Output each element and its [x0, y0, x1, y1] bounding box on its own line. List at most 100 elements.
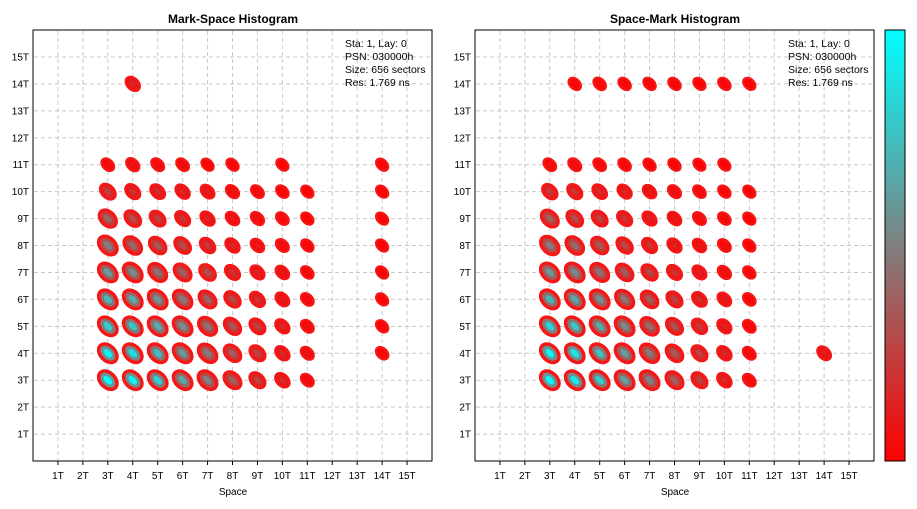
mark-space-cluster	[274, 291, 291, 308]
mark-space-cluster-core	[379, 161, 385, 168]
space-mark-cluster-core	[646, 215, 653, 222]
mark-space-cluster	[197, 315, 219, 337]
space-mark-x-tick-label: 4T	[569, 471, 581, 482]
mark-space-cluster-core	[154, 161, 161, 168]
space-mark-cluster	[665, 263, 684, 282]
space-mark-cluster-core	[596, 215, 604, 223]
mark-space-cluster-core	[179, 161, 186, 168]
space-mark-cluster-core	[645, 349, 654, 358]
mark-space-cluster	[248, 344, 267, 363]
mark-space-cluster-core	[203, 268, 212, 277]
space-mark-cluster	[567, 76, 582, 92]
space-mark-cluster	[741, 345, 757, 361]
mark-space-panel: Mark-Space Histogram 1T 2T 3T 4T 5T 6T 7T 8T 9T 1…	[12, 12, 433, 498]
mark-space-cluster	[374, 157, 390, 172]
space-mark-cluster	[639, 289, 660, 310]
space-mark-cluster	[742, 238, 757, 253]
mark-space-cluster	[147, 261, 169, 283]
space-mark-cluster-core	[696, 161, 703, 168]
mark-space-cluster-core	[379, 242, 385, 249]
space-mark-x-tick-label: 11T	[741, 471, 758, 482]
mark-space-cluster-core	[229, 188, 236, 195]
mark-space-cluster-core	[203, 375, 212, 385]
mark-space-info-line-2: PSN: 030000h	[345, 51, 413, 63]
space-mark-cluster-core	[546, 188, 554, 196]
space-mark-y-tick-label: 12T	[454, 133, 471, 144]
mark-space-x-tick-label: 6T	[177, 471, 189, 482]
mark-space-y-tick-label: 2T	[17, 403, 29, 414]
mark-space-cluster	[200, 157, 215, 172]
space-mark-cluster	[538, 369, 561, 392]
mark-space-cluster-core	[203, 322, 212, 331]
space-mark-cluster-core	[621, 215, 628, 222]
space-mark-cluster	[690, 344, 709, 363]
space-mark-cluster	[538, 261, 561, 284]
space-mark-cluster	[741, 318, 757, 334]
space-mark-cluster	[717, 76, 732, 92]
mark-space-cluster	[96, 342, 119, 365]
mark-space-cluster	[274, 264, 291, 281]
space-mark-cluster	[717, 211, 732, 226]
mark-space-cluster	[121, 369, 144, 392]
mark-space-cluster	[249, 184, 265, 200]
mark-space-cluster-core	[379, 188, 385, 195]
mark-space-y-tick-label: 6T	[17, 295, 29, 306]
space-mark-cluster	[664, 343, 685, 364]
space-mark-x-tick-label: 14T	[816, 471, 833, 482]
space-mark-cluster-core	[645, 295, 654, 304]
space-mark-cluster-core	[671, 215, 678, 222]
space-mark-cluster	[616, 209, 634, 228]
mark-space-cluster	[173, 236, 192, 255]
space-mark-cluster-core	[596, 161, 603, 168]
mark-space-cluster-core	[228, 376, 237, 385]
space-mark-y-tick-label: 3T	[459, 376, 471, 387]
space-mark-cluster-core	[645, 268, 654, 277]
mark-space-title: Mark-Space Histogram	[168, 12, 298, 26]
mark-space-cluster	[121, 315, 144, 338]
space-mark-cluster	[588, 315, 611, 338]
space-mark-cluster-core	[545, 349, 555, 358]
space-mark-cluster	[563, 315, 586, 338]
space-mark-cluster	[615, 236, 634, 255]
mark-space-cluster	[223, 290, 242, 309]
space-mark-cluster-core	[721, 161, 728, 168]
space-mark-cluster-core	[721, 350, 728, 357]
space-mark-cluster-core	[746, 81, 753, 87]
mark-space-cluster	[96, 315, 119, 338]
space-mark-cluster-core	[595, 349, 604, 358]
space-mark-cluster	[639, 316, 660, 337]
mark-space-cluster	[224, 210, 241, 227]
space-mark-cluster-core	[696, 269, 703, 276]
space-mark-cluster-core	[696, 215, 703, 222]
mark-space-x-tick-label: 10T	[274, 471, 291, 482]
mark-space-cluster	[171, 288, 194, 311]
space-mark-cluster	[538, 288, 561, 311]
space-mark-cluster-core	[596, 81, 603, 87]
mark-space-y-tick-label: 15T	[12, 52, 29, 63]
space-mark-y-tick-label: 5T	[459, 322, 471, 333]
space-mark-cluster	[716, 318, 733, 335]
space-mark-cluster-core	[671, 188, 678, 195]
space-mark-cluster-core	[570, 349, 579, 358]
space-mark-cluster	[591, 183, 609, 200]
mark-space-cluster	[274, 211, 290, 226]
space-mark-cluster-core	[746, 377, 753, 384]
space-mark-cluster	[590, 209, 609, 228]
mark-space-cluster-core	[279, 376, 286, 384]
mark-space-x-tick-label: 11T	[299, 471, 316, 482]
space-mark-cluster-core	[696, 322, 703, 330]
space-mark-cluster	[613, 369, 636, 392]
mark-space-cluster-core	[229, 161, 236, 168]
mark-space-cluster	[249, 210, 266, 227]
space-mark-cluster-core	[645, 375, 654, 385]
space-mark-cluster	[692, 76, 707, 92]
mark-space-cluster-core	[279, 269, 286, 276]
space-mark-x-tick-label: 10T	[716, 471, 733, 482]
space-mark-x-tick-label: 3T	[544, 471, 556, 482]
mark-space-cluster-core	[279, 323, 286, 330]
mark-space-cluster-core	[379, 323, 385, 330]
mark-space-cluster-core	[103, 268, 113, 277]
mark-space-cluster-core	[179, 215, 186, 222]
space-mark-info-line-4: Res: 1.769 ns	[788, 77, 853, 89]
mark-space-cluster	[171, 342, 194, 365]
